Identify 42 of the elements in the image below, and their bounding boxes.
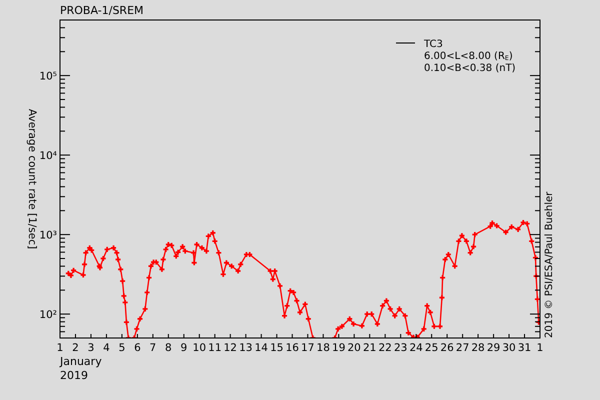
x-tick-label: 10 — [192, 342, 206, 354]
y-axis-title: Average count rate [1/sec] — [26, 108, 38, 250]
x-tick-label: 16 — [286, 342, 300, 354]
y-tick-label: 10² — [39, 309, 57, 322]
y-tick-label: 10⁵ — [39, 70, 57, 83]
x-axis-title: January 2019 — [59, 355, 102, 382]
x-tick-label: 23 — [394, 342, 408, 354]
x-tick-label: 13 — [239, 342, 252, 354]
x-tick-label: 21 — [362, 342, 376, 354]
x-tick-label: 31 — [518, 342, 532, 354]
x-tick-label: 4 — [103, 342, 110, 354]
y-tick-label: 10⁴ — [39, 150, 57, 162]
x-tick-label: 20 — [348, 342, 361, 354]
x-tick-label: 2 — [72, 342, 79, 354]
x-tick-label: 26 — [440, 342, 454, 354]
y-tick-label: 10³ — [39, 230, 57, 242]
x-tick-label: 5 — [118, 342, 126, 354]
x-tick-label: 24 — [409, 342, 424, 354]
x-tick-label: 25 — [424, 342, 438, 354]
x-tick-label: 8 — [165, 342, 172, 354]
x-tick-label: 9 — [180, 342, 188, 354]
annotation: 0.10<B<0.38 (nT) — [424, 63, 516, 74]
x-tick-label: 11 — [208, 342, 222, 354]
x-tick-label: 1 — [536, 342, 544, 354]
x-tick-label: 22 — [378, 342, 392, 354]
x-tick-label: 7 — [150, 342, 156, 354]
x-tick-label: 29 — [486, 342, 500, 354]
x-tick-label: 14 — [254, 342, 268, 354]
text: 2019 © PSI/ESA/Paul Buehler — [544, 190, 555, 338]
text: TC3 — [423, 39, 443, 50]
x-tick-label: 27 — [456, 342, 470, 354]
x-tick-label: 15 — [270, 342, 284, 354]
x-tick-label: 28 — [471, 342, 485, 354]
x-tick-label: 12 — [224, 342, 238, 354]
x-tick-label: 19 — [332, 342, 346, 354]
chart-title: PROBA-1/SREM — [60, 4, 144, 17]
x-tick-label: 18 — [316, 342, 330, 354]
x-tick-label: 1 — [56, 342, 64, 354]
x-tick-label: 3 — [88, 342, 94, 354]
x-tick-label: 6 — [134, 342, 142, 354]
x-tick-label: 30 — [502, 342, 516, 354]
x-tick-label: 17 — [301, 342, 314, 354]
